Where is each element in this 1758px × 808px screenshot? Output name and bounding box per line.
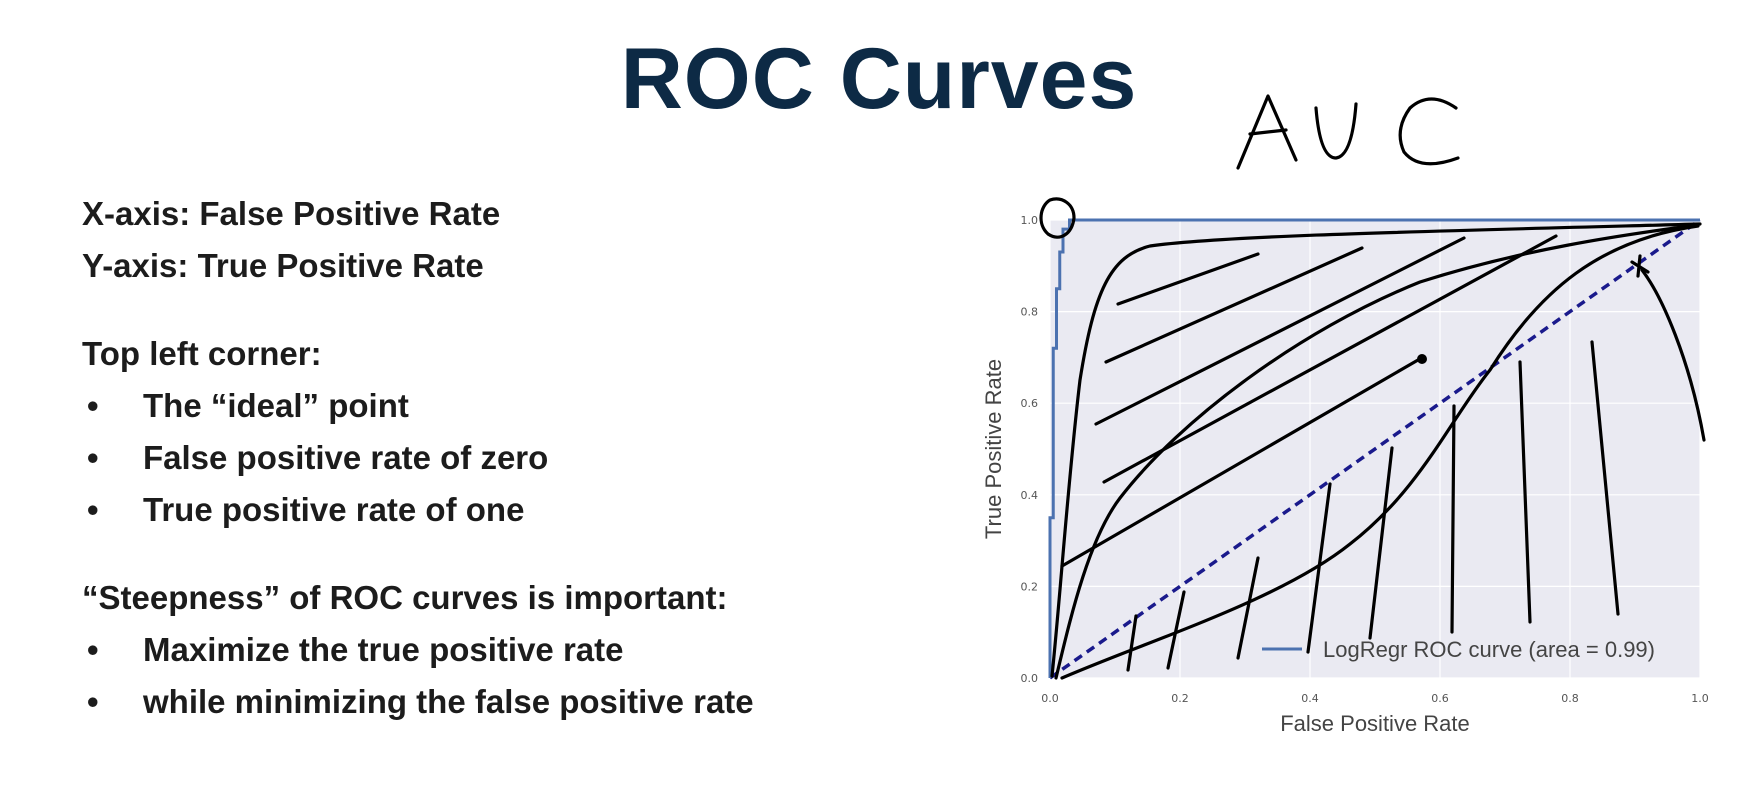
y-tick-label: 0.2 xyxy=(1021,580,1039,593)
x-tick-label: 0.2 xyxy=(1171,692,1189,705)
corner-heading: Top left corner: xyxy=(82,335,322,372)
ink-vertical-1 xyxy=(1126,614,1138,672)
ink-stroke-4 xyxy=(1102,234,1558,484)
ink-stroke-5 xyxy=(1060,358,1420,568)
tick-labels: 0.0 0.2 0.4 0.6 0.8 1.0 0.0 0.2 0.4 0.6 0.8 1.0 xyxy=(1021,214,1709,705)
x-tick-label: 0.4 xyxy=(1301,692,1319,705)
x-tick-label: 0.0 xyxy=(1041,692,1059,705)
y-axis-label: True Positive Rate xyxy=(981,359,1006,539)
x-axis-label: False Positive Rate xyxy=(1280,711,1470,736)
ink-stroke-1 xyxy=(1116,252,1260,306)
ink-curve-1 xyxy=(1050,222,1702,678)
x-tick-label: 0.6 xyxy=(1431,692,1449,705)
ink-curve-2 xyxy=(1054,223,1700,680)
chance-diagonal-line xyxy=(1048,218,1702,680)
x-tick-label: 0.8 xyxy=(1561,692,1579,705)
y-tick-label: 0.0 xyxy=(1021,672,1039,685)
ink-stroke-3 xyxy=(1094,236,1466,426)
steepness-heading: “Steepness” of ROC curves is important: xyxy=(82,579,728,616)
ink-vertical-7 xyxy=(1518,360,1532,624)
y-tick-label: 0.8 xyxy=(1021,306,1039,319)
ink-vertical-9 xyxy=(1640,268,1706,442)
ink-vertical-4 xyxy=(1306,482,1332,654)
ink-stroke-2 xyxy=(1104,246,1364,364)
handwritten-ink-overlay xyxy=(1039,94,1706,680)
left-text-panel: X-axis: False Positive Rate Y-axis: True… xyxy=(82,188,982,728)
y-tick-label: 0.4 xyxy=(1021,489,1039,502)
ink-vertical-8 xyxy=(1590,340,1620,616)
corner-bullet-tpr-one: True positive rate of one xyxy=(82,484,982,536)
ink-vertical-5 xyxy=(1368,446,1394,640)
ink-vertical-6 xyxy=(1450,404,1456,634)
y-tick-label: 1.0 xyxy=(1021,214,1039,227)
legend-label: LogRegr ROC curve (area = 0.99) xyxy=(1323,637,1655,662)
x-axis-line: X-axis: False Positive Rate xyxy=(82,195,501,232)
handwritten-auc-annotation xyxy=(1236,94,1460,170)
x-tick-label: 1.0 xyxy=(1691,692,1709,705)
y-tick-label: 0.6 xyxy=(1021,397,1039,410)
y-axis-line: Y-axis: True Positive Rate xyxy=(82,247,484,284)
corner-bullet-fpr-zero: False positive rate of zero xyxy=(82,432,982,484)
steepness-bullet-maximize: Maximize the true positive rate xyxy=(82,624,982,676)
corner-bullet-ideal: The “ideal” point xyxy=(82,380,982,432)
ink-curve-3 xyxy=(1060,224,1700,680)
ink-dot xyxy=(1417,354,1427,364)
ink-vertical-2 xyxy=(1166,590,1186,670)
slide-title: ROC Curves xyxy=(620,31,1138,127)
ink-vertical-3 xyxy=(1236,556,1260,660)
steepness-bullet-minimize: while minimizing the false positive rate xyxy=(82,676,982,728)
ink-tick-mark xyxy=(1630,254,1650,278)
ideal-point-circle xyxy=(1039,197,1076,239)
